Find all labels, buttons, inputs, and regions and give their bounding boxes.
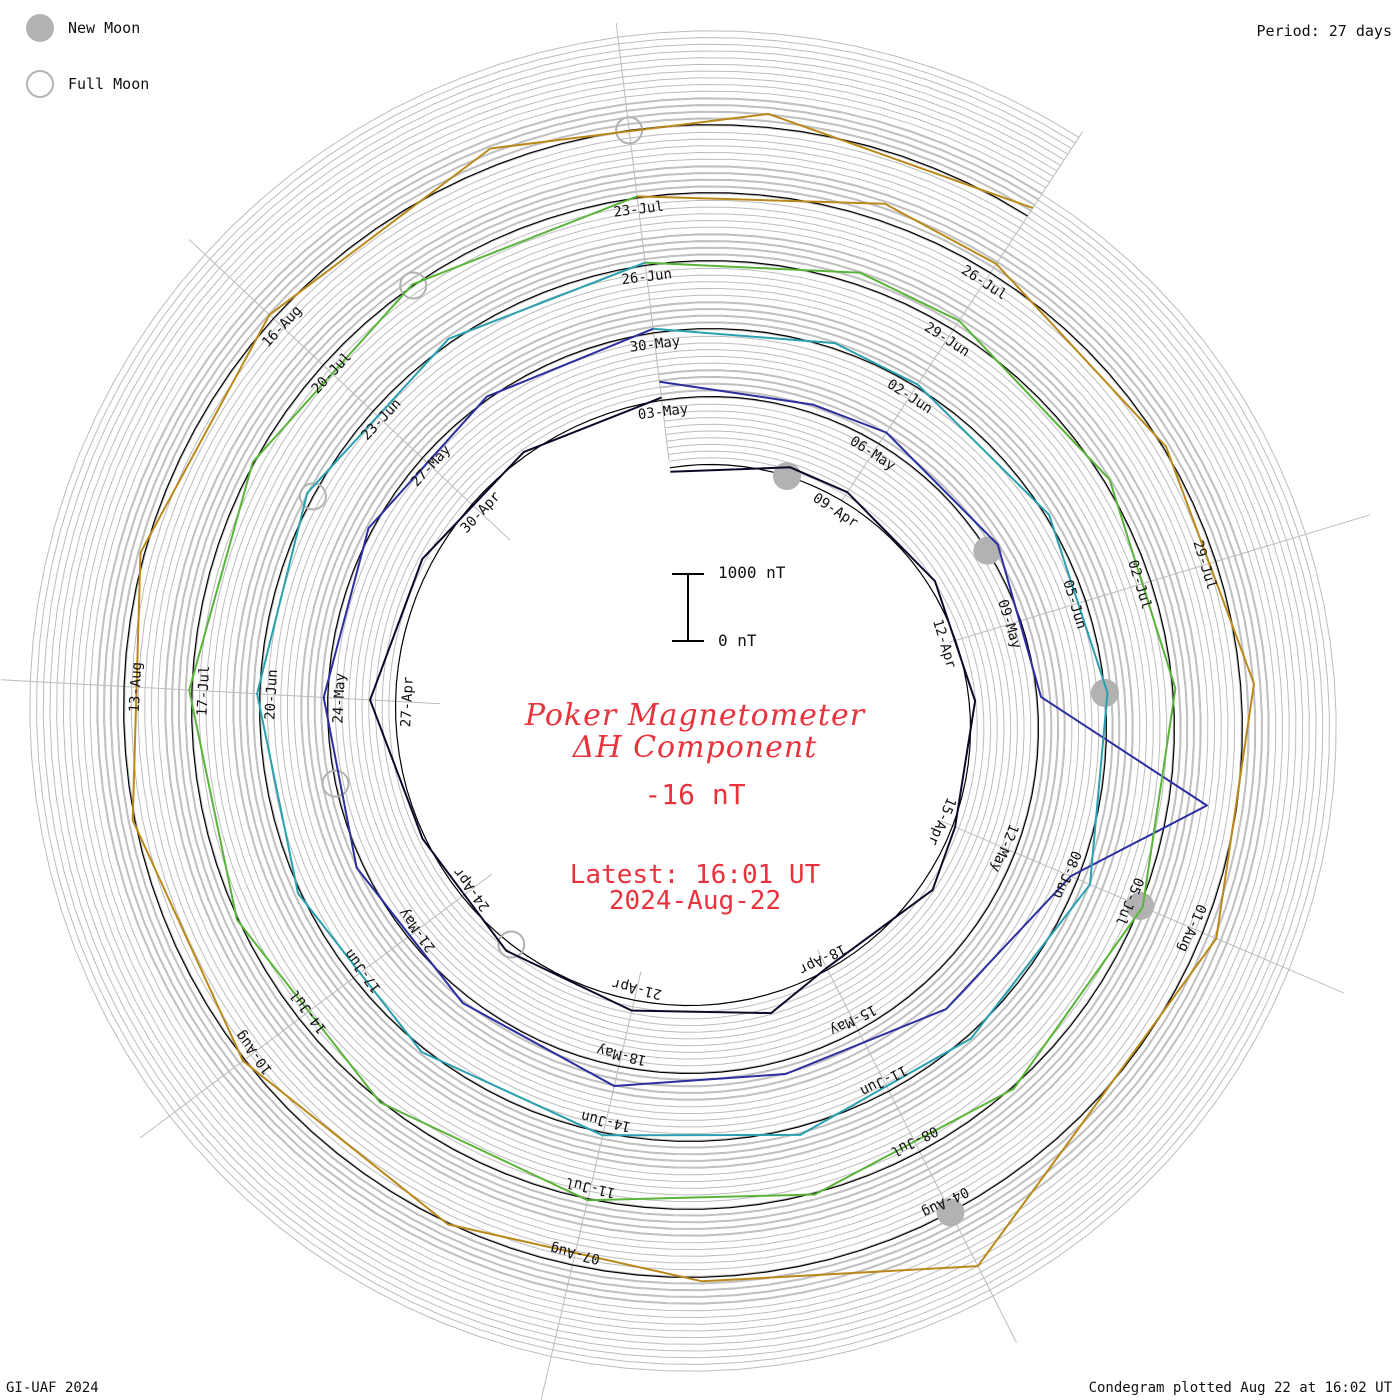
date-label: 26-Jun [621, 266, 673, 288]
full-moon-marker [497, 930, 526, 959]
legend-new-moon: New Moon [26, 14, 140, 42]
series-line-4 [188, 195, 1177, 1202]
new-moon-icon [26, 14, 54, 42]
baseline-spiral [123, 124, 1243, 1278]
credit-text: GI-UAF 2024 [6, 1380, 99, 1396]
series-line-3 [256, 261, 1109, 1137]
spoke-line [817, 949, 1017, 1343]
series-line-1 [369, 396, 977, 1015]
date-label: 17-Jul [194, 665, 213, 716]
spoke-line [139, 873, 493, 1139]
date-label: 13-Aug [127, 662, 146, 713]
period-text: Period: 27 days [1256, 22, 1392, 40]
latest-time: Latest: 16:01 UT [569, 860, 821, 890]
series-lines [131, 112, 1255, 1283]
new-moon-marker [1090, 678, 1119, 707]
plotted-timestamp: Condegram plotted Aug 22 at 16:02 UT [1088, 1380, 1392, 1396]
full-moon-marker [299, 482, 327, 511]
baseline [123, 124, 1243, 1278]
date-label: 20-Jun [262, 669, 281, 720]
new-moon-marker [936, 1198, 965, 1227]
full-moon-marker [321, 769, 350, 798]
spoke-line [0, 679, 441, 705]
spoke-line [841, 131, 1083, 501]
date-label: 27-Apr [398, 676, 417, 727]
series-line-2 [322, 327, 1208, 1087]
moon-markers [299, 116, 1155, 1227]
spoke-line [615, 22, 670, 460]
date-label: 23-Jul [613, 199, 665, 221]
new-moon-marker [973, 536, 1002, 565]
new-moon-marker [773, 462, 801, 491]
current-value: -16 nT [644, 778, 746, 811]
date-label: 21-Apr [610, 975, 663, 1002]
legend-full-moon: Full Moon [26, 70, 149, 98]
date-label: 03-May [637, 401, 689, 423]
date-label: 12-Apr [929, 617, 959, 670]
full-moon-label: Full Moon [68, 75, 150, 93]
scale-top-label: 1000 nT [718, 563, 786, 582]
spoke-line [188, 239, 511, 541]
new-moon-marker [1126, 892, 1155, 920]
chart-subtitle: ΔH Component [572, 730, 818, 765]
date-label: 30-May [629, 334, 681, 356]
scale-bottom-label: 0 nT [718, 631, 757, 650]
chart-title: Poker Magnetometer [524, 698, 866, 733]
date-label: 24-May [330, 673, 349, 724]
latest-date: 2024-Aug-22 [608, 886, 782, 916]
new-moon-label: New Moon [68, 19, 141, 37]
series-line-5 [131, 112, 1255, 1283]
full-moon-marker [399, 271, 428, 300]
full-moon-icon [26, 70, 54, 98]
scale-bar [672, 573, 704, 642]
spoke-line [540, 971, 642, 1400]
